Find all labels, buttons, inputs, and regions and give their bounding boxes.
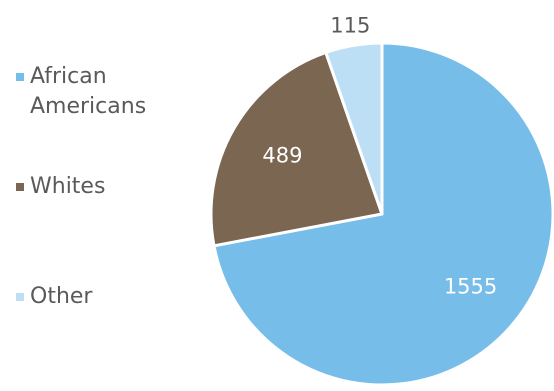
legend-swatch-whites bbox=[16, 183, 24, 191]
legend-swatch-other bbox=[16, 293, 24, 301]
legend-label-whites: Whites bbox=[30, 174, 106, 199]
legend-item-whites: Whites bbox=[16, 172, 190, 202]
legend-item-african-americans: African Americans bbox=[16, 62, 190, 122]
legend-item-other: Other bbox=[16, 282, 190, 312]
pie-slice-whites bbox=[209, 50, 384, 248]
legend-label-other: Other bbox=[30, 284, 93, 309]
legend-label-african-americans: African Americans bbox=[30, 64, 147, 119]
data-label-other: 115 bbox=[330, 14, 370, 38]
pie-slice-other bbox=[324, 41, 384, 216]
chart-legend: African Americans Whites Other bbox=[16, 62, 206, 322]
legend-swatch-african-americans bbox=[16, 73, 24, 81]
data-label-african-americans: 1555 bbox=[444, 274, 497, 298]
data-label-whites: 489 bbox=[262, 143, 302, 167]
